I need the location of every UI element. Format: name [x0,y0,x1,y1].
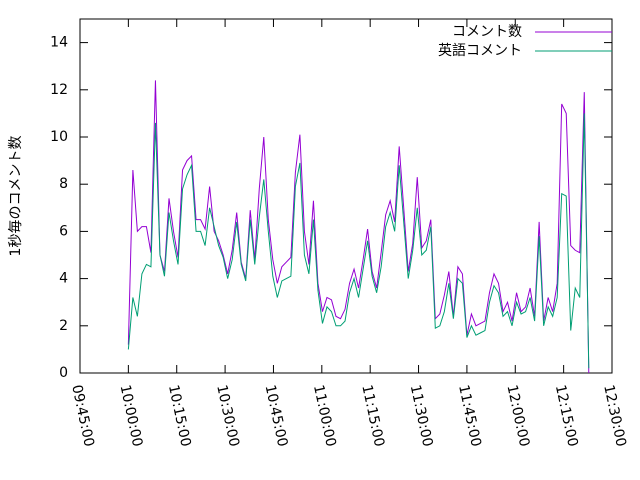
x-tick-label: 11:00:00 [310,383,339,448]
y-tick-label: 10 [50,129,68,145]
y-tick-label: 2 [59,318,68,334]
plot-frame [79,18,613,374]
x-tick-label: 12:30:00 [600,383,629,448]
x-tick-label: 11:45:00 [455,383,484,448]
y-tick-label: 6 [59,223,68,239]
x-tick-label: 10:00:00 [117,383,146,448]
x-tick-label: 12:15:00 [552,383,581,448]
y-tick-label: 8 [59,176,68,192]
legend-label: コメント数 [452,24,522,40]
series-line [127,80,590,374]
y-tick-label: 0 [59,365,68,381]
x-tick-label: 09:45:00 [68,383,97,448]
x-tick-label: 11:30:00 [407,383,436,448]
x-tick-label: 10:45:00 [262,383,291,448]
y-axis-label: 1秒毎のコメント数 [8,136,24,257]
y-tick-label: 4 [59,271,68,287]
x-tick-label: 10:30:00 [213,383,242,448]
x-tick-label: 11:15:00 [358,383,387,448]
series-line [127,113,590,369]
y-tick-label: 12 [50,82,68,98]
legend-label: 英語コメント [438,42,522,59]
x-tick-label: 12:00:00 [503,383,532,448]
x-tick-label: 10:15:00 [165,383,194,448]
y-tick-label: 14 [50,35,68,51]
